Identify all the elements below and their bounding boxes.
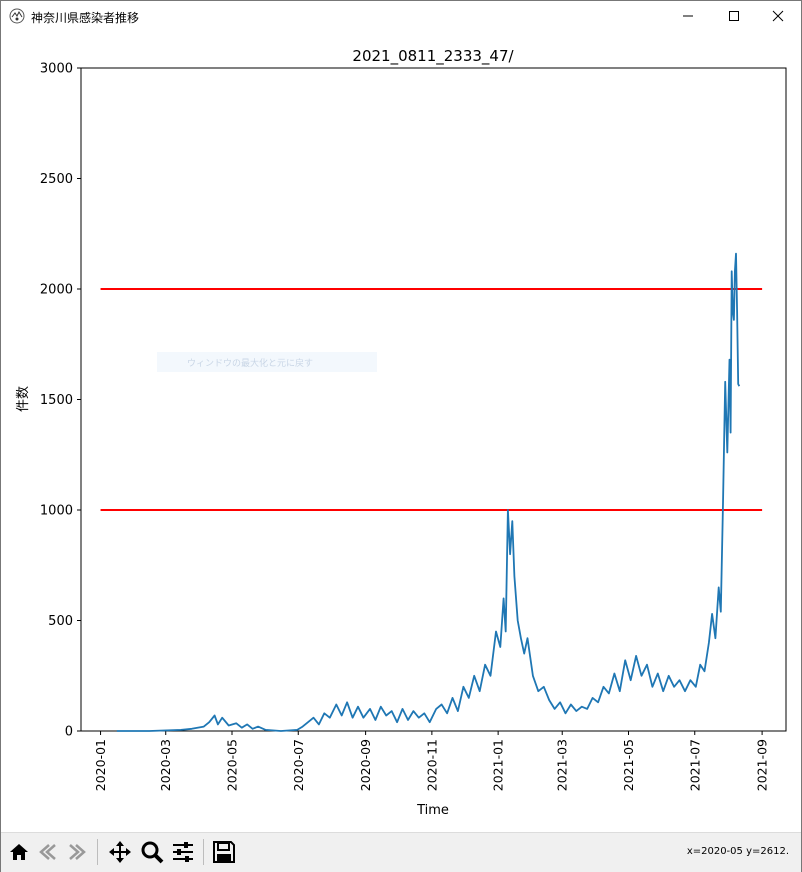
configure-subplots-icon xyxy=(173,842,193,862)
pan-button[interactable] xyxy=(107,839,133,865)
chart-title: 2021_0811_2333_47/ xyxy=(352,47,514,66)
back-button[interactable] xyxy=(35,839,61,865)
y-tick-label: 1500 xyxy=(40,393,73,408)
navigation-toolbar: x=2020-05 y=2612. xyxy=(1,832,801,872)
x-tick-label: 2021-03 xyxy=(555,739,570,791)
x-tick-label: 2021-07 xyxy=(687,739,702,791)
maximize-button[interactable] xyxy=(711,1,757,31)
series-line xyxy=(116,252,741,732)
x-tick-label: 2021-09 xyxy=(755,739,770,791)
ghost-tooltip: ウィンドウの最大化と元に戻す xyxy=(157,352,377,372)
y-tick-label: 2000 xyxy=(40,283,73,298)
x-tick-label: 2020-07 xyxy=(291,739,306,791)
home-icon xyxy=(10,844,28,860)
y-tick-label: 3000 xyxy=(40,62,73,77)
minimize-icon xyxy=(683,15,693,17)
y-tick-label: 2500 xyxy=(40,172,73,187)
close-button[interactable] xyxy=(755,1,801,31)
y-tick-label: 500 xyxy=(48,614,73,629)
toolbar-separator xyxy=(203,839,204,865)
forward-icon xyxy=(69,844,86,860)
x-tick-label: 2021-01 xyxy=(491,739,506,791)
zoom-button[interactable] xyxy=(139,839,165,865)
x-tick-label: 2020-01 xyxy=(93,739,108,791)
back-icon xyxy=(39,844,56,860)
maximize-icon xyxy=(729,11,739,21)
x-axis-label: Time xyxy=(416,803,449,818)
forward-button[interactable] xyxy=(64,839,90,865)
ghost-tooltip-text: ウィンドウの最大化と元に戻す xyxy=(187,359,314,369)
save-button[interactable] xyxy=(211,839,237,865)
line-chart: 2021_0811_2333_47/ 0 500 1000 1500 2000 2500 3… xyxy=(16,47,787,818)
x-tick-label: 2020-09 xyxy=(358,739,373,791)
pan-icon xyxy=(109,841,131,863)
toolbar-separator xyxy=(97,839,98,865)
configure-subplots-button[interactable] xyxy=(170,839,196,865)
x-tick-label: 2020-05 xyxy=(224,739,239,791)
plot-frame xyxy=(80,67,787,732)
y-tick-label: 0 xyxy=(65,725,73,740)
window-title: 神奈川県感染者推移 xyxy=(31,11,140,25)
x-tick-label: 2020-11 xyxy=(424,739,439,791)
home-button[interactable] xyxy=(6,839,32,865)
title-bar: 神奈川県感染者推移 xyxy=(1,1,801,31)
save-icon xyxy=(213,841,235,863)
x-tick-label: 2020-03 xyxy=(158,739,173,791)
minimize-button[interactable] xyxy=(665,1,711,31)
x-tick-label: 2021-05 xyxy=(621,739,636,791)
close-icon xyxy=(772,10,784,22)
zoom-icon xyxy=(141,841,164,864)
figure-canvas[interactable]: 2021_0811_2333_47/ 0 500 1000 1500 2000 2500 3… xyxy=(1,32,801,832)
app-logo-icon xyxy=(9,8,25,24)
cursor-coordinates: x=2020-05 y=2612. xyxy=(686,846,789,857)
y-tick-label: 1000 xyxy=(40,504,73,519)
y-axis-label: 件数 xyxy=(16,386,31,412)
